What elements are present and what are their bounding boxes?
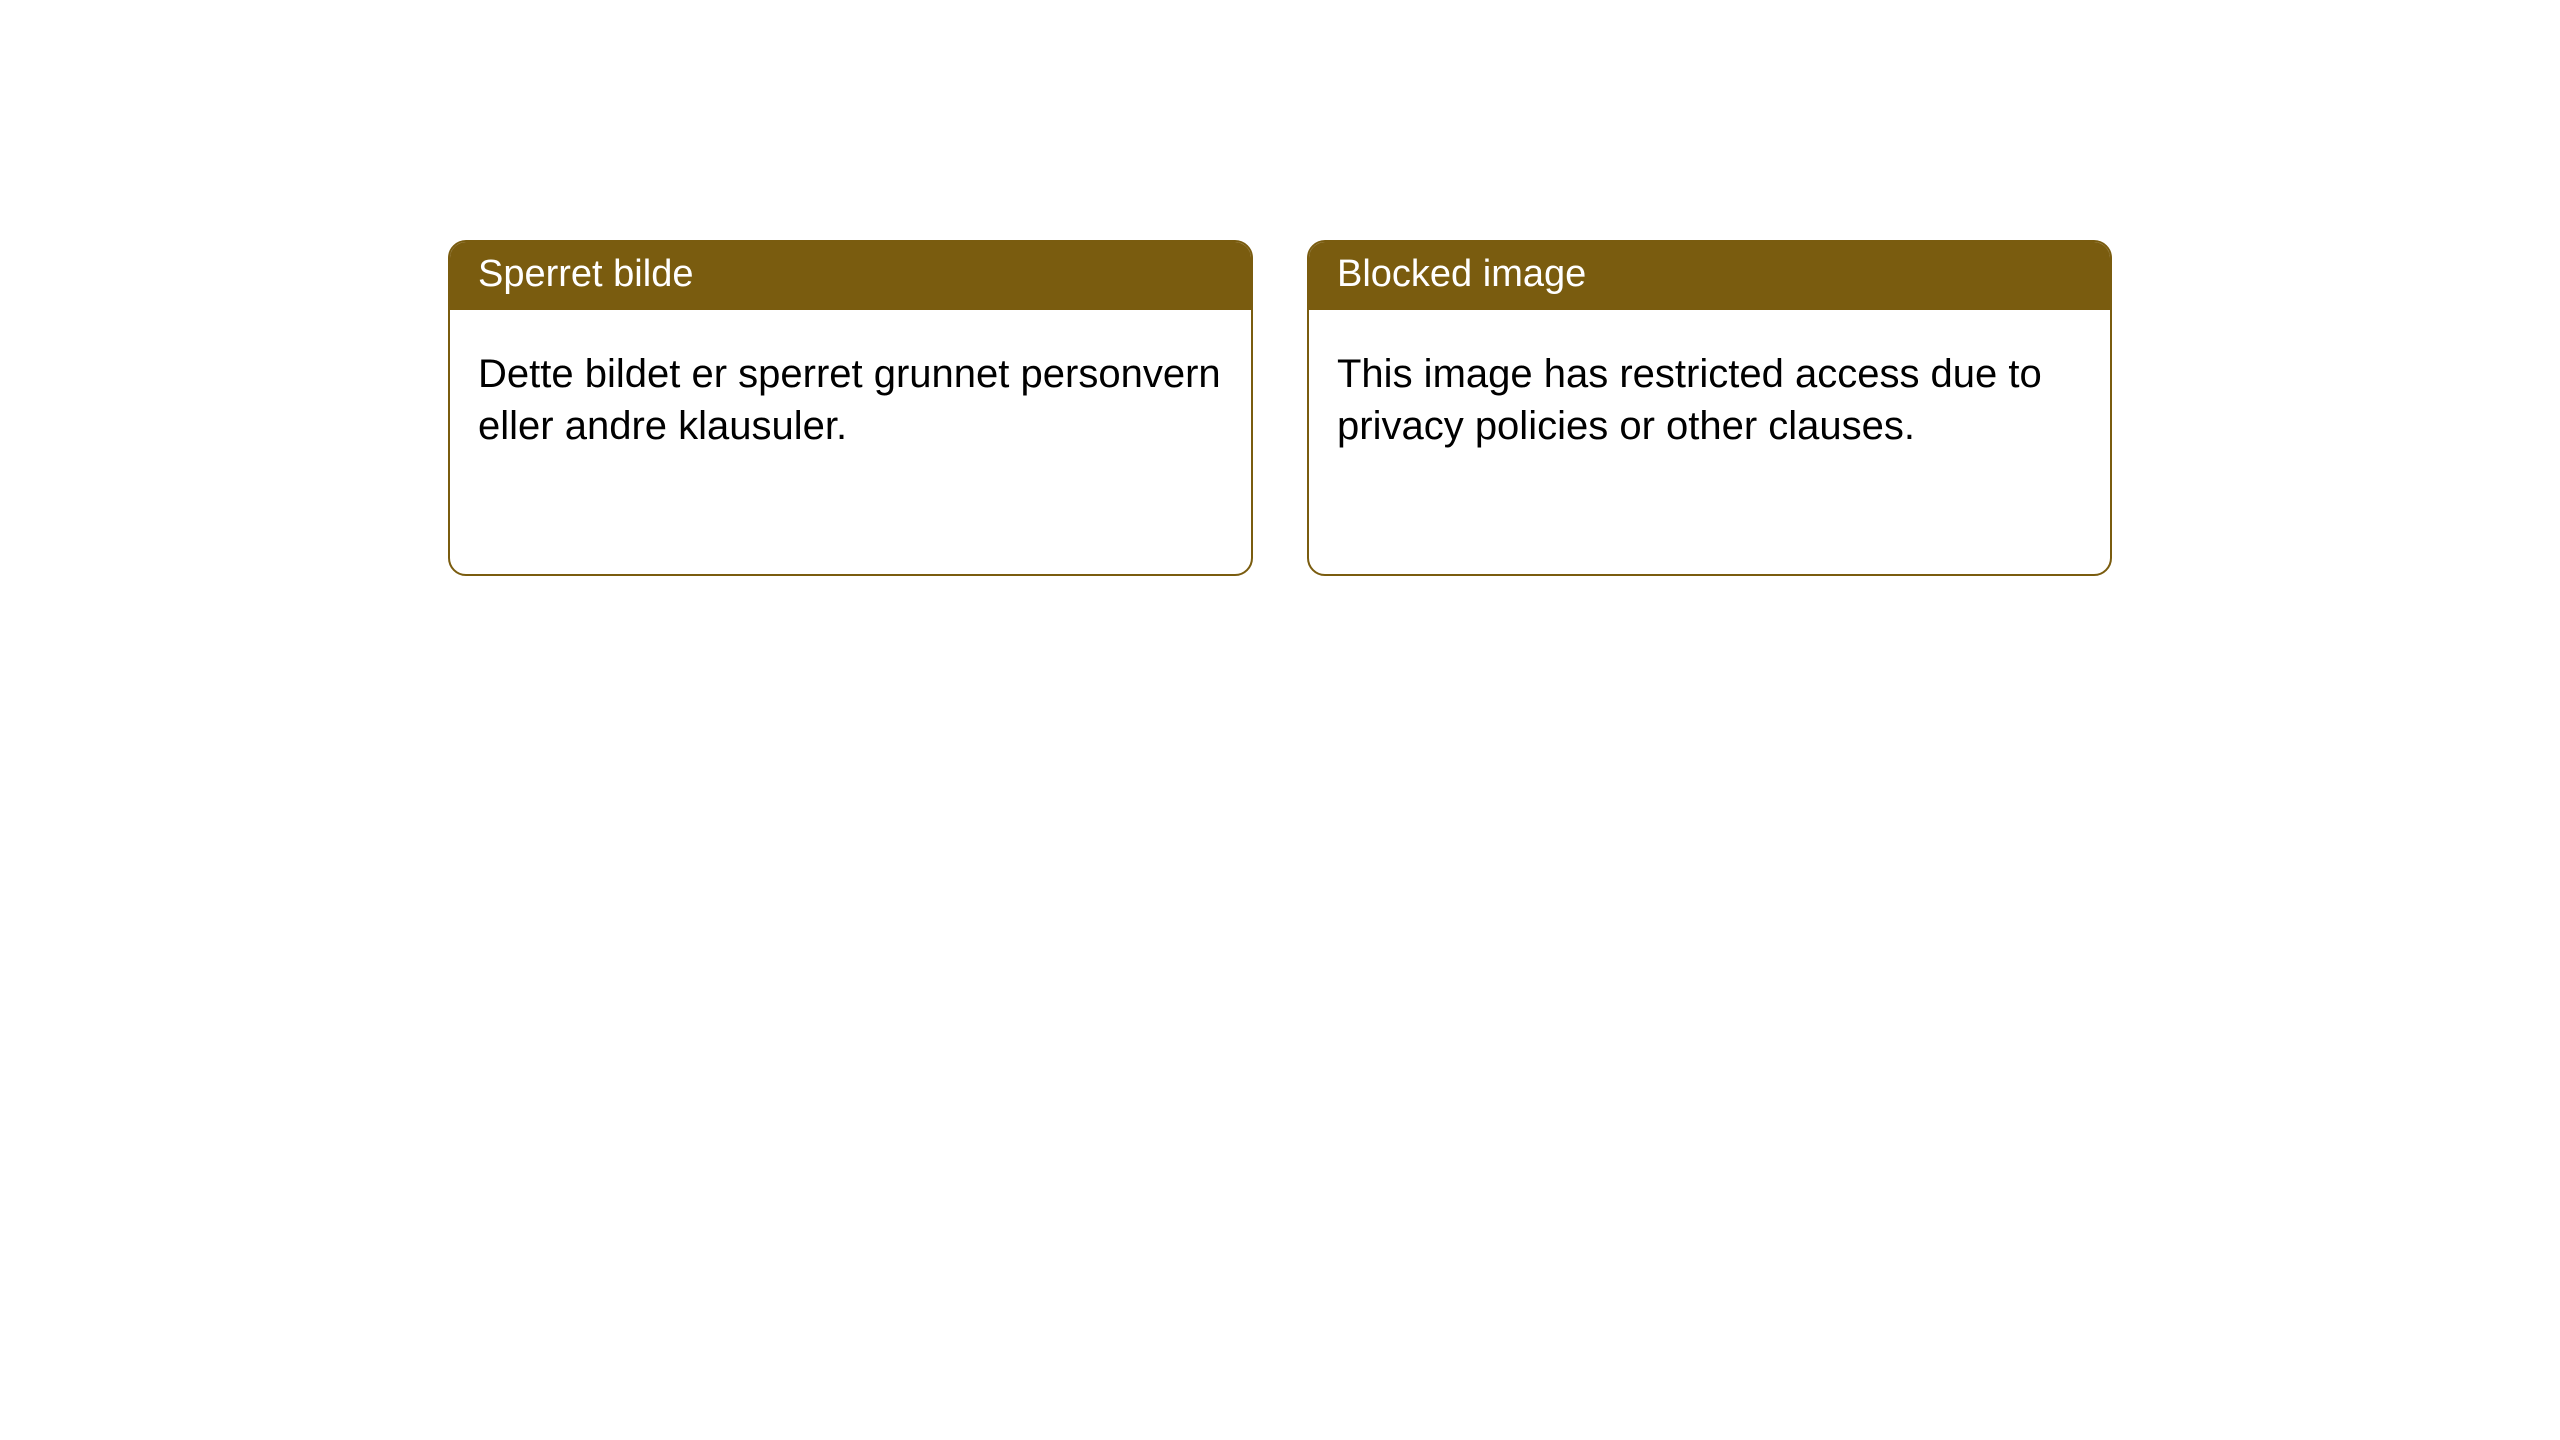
- notice-header: Blocked image: [1309, 242, 2110, 310]
- notice-container: Sperret bilde Dette bildet er sperret gr…: [0, 0, 2560, 576]
- notice-header: Sperret bilde: [450, 242, 1251, 310]
- notice-text: This image has restricted access due to …: [1337, 352, 2042, 448]
- notice-box-norwegian: Sperret bilde Dette bildet er sperret gr…: [448, 240, 1253, 576]
- notice-title: Blocked image: [1337, 253, 1586, 295]
- notice-body: Dette bildet er sperret grunnet personve…: [450, 310, 1251, 480]
- notice-body: This image has restricted access due to …: [1309, 310, 2110, 480]
- notice-box-english: Blocked image This image has restricted …: [1307, 240, 2112, 576]
- notice-title: Sperret bilde: [478, 253, 693, 295]
- notice-text: Dette bildet er sperret grunnet personve…: [478, 352, 1221, 448]
